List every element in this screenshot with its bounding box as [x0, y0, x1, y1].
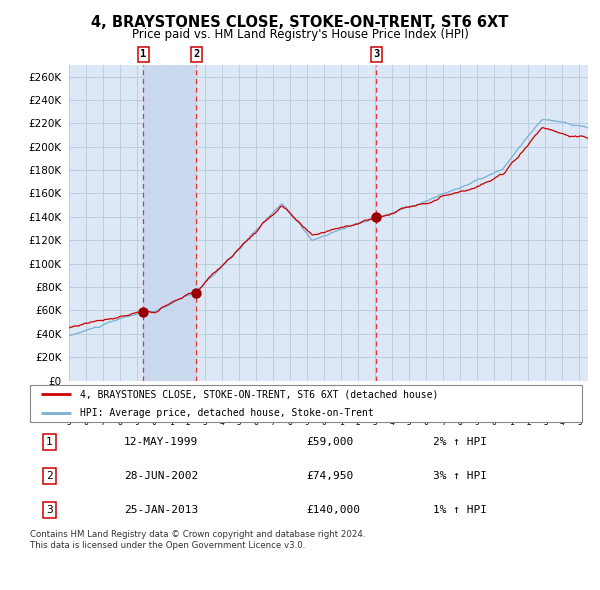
Text: 3: 3 — [373, 50, 380, 60]
Text: £140,000: £140,000 — [306, 506, 360, 515]
Text: 25-JAN-2013: 25-JAN-2013 — [124, 506, 198, 515]
Text: £74,950: £74,950 — [306, 471, 353, 481]
Text: 1: 1 — [46, 437, 53, 447]
Text: HPI: Average price, detached house, Stoke-on-Trent: HPI: Average price, detached house, Stok… — [80, 408, 373, 418]
Text: Contains HM Land Registry data © Crown copyright and database right 2024.
This d: Contains HM Land Registry data © Crown c… — [30, 530, 365, 550]
Text: 28-JUN-2002: 28-JUN-2002 — [124, 471, 198, 481]
Text: 1: 1 — [140, 50, 146, 60]
Text: 3% ↑ HPI: 3% ↑ HPI — [433, 471, 487, 481]
Text: 4, BRAYSTONES CLOSE, STOKE-ON-TRENT, ST6 6XT: 4, BRAYSTONES CLOSE, STOKE-ON-TRENT, ST6… — [91, 15, 509, 30]
Text: 2% ↑ HPI: 2% ↑ HPI — [433, 437, 487, 447]
Text: £59,000: £59,000 — [306, 437, 353, 447]
Bar — [143, 65, 196, 381]
FancyBboxPatch shape — [30, 385, 582, 422]
Text: 2: 2 — [46, 471, 53, 481]
Text: 1% ↑ HPI: 1% ↑ HPI — [433, 506, 487, 515]
Text: Price paid vs. HM Land Registry's House Price Index (HPI): Price paid vs. HM Land Registry's House … — [131, 28, 469, 41]
Text: 3: 3 — [46, 506, 53, 515]
Text: 12-MAY-1999: 12-MAY-1999 — [124, 437, 198, 447]
Text: 2: 2 — [193, 50, 200, 60]
Text: 4, BRAYSTONES CLOSE, STOKE-ON-TRENT, ST6 6XT (detached house): 4, BRAYSTONES CLOSE, STOKE-ON-TRENT, ST6… — [80, 389, 438, 399]
